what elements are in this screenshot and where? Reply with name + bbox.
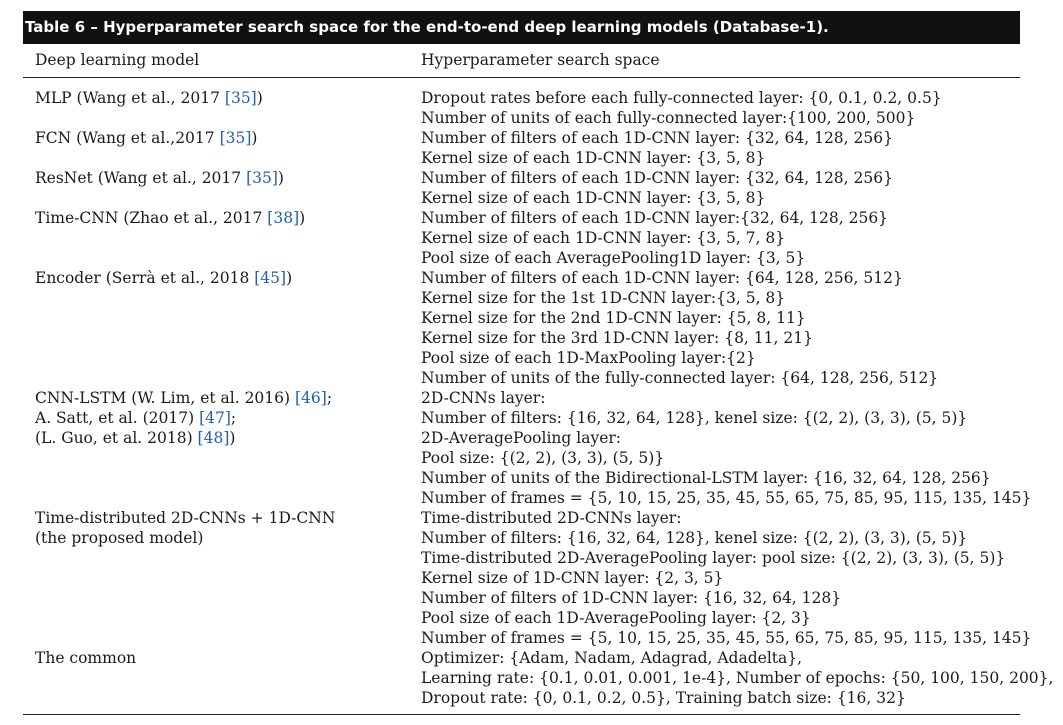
citation-link[interactable]: [48] <box>197 429 230 447</box>
search-space-line: Pool size: {(2, 2), (3, 3), (5, 5)} <box>421 449 665 467</box>
model-cell: ResNet (Wang et al., 2017 [35]) <box>35 168 415 188</box>
model-name: (the proposed model) <box>35 528 415 548</box>
search-space-line: Number of frames = {5, 10, 15, 25, 35, 4… <box>421 629 1032 647</box>
search-space-line: Number of filters of each 1D-CNN layer: … <box>421 169 893 187</box>
model-name: Time-CNN (Zhao et al., 2017 [38]) <box>35 208 415 228</box>
search-space-line: Number of filters: {16, 32, 64, 128}, ke… <box>421 409 968 427</box>
search-space-line: Number of frames = {5, 10, 15, 25, 35, 4… <box>421 489 1032 507</box>
table-row: FCN (Wang et al.,2017 [35]) Number of fil… <box>23 128 1020 168</box>
search-space-cell: Number of filters of each 1D-CNN layer:{… <box>421 208 1020 268</box>
model-name: A. Satt, et al. (2017) [47]; <box>35 408 415 428</box>
model-name: ResNet (Wang et al., 2017 [35]) <box>35 168 415 188</box>
search-space-line: Number of units of each fully-connected … <box>421 109 916 127</box>
search-space-line: Kernel size for the 2nd 1D-CNN layer: {5… <box>421 309 806 327</box>
model-cell: The common <box>35 648 415 668</box>
search-space-line: Kernel size for the 3rd 1D-CNN layer: {8… <box>421 329 813 347</box>
search-space-cell: Number of filters of each 1D-CNN layer: … <box>421 128 1020 168</box>
model-text-suffix: ) <box>256 89 263 107</box>
hyperparameter-table: Table 6 – Hyperparameter search space fo… <box>23 11 1054 715</box>
model-name: FCN (Wang et al.,2017 [35]) <box>35 128 415 148</box>
search-space-line: 2D-CNNs layer: <box>421 389 546 407</box>
search-space-line: Pool size of each AveragePooling1D layer… <box>421 249 806 267</box>
model-text-suffix: ) <box>299 209 306 227</box>
citation-link[interactable]: [35] <box>219 129 252 147</box>
model-text: FCN (Wang et al.,2017 <box>35 129 220 147</box>
search-space-cell: Time-distributed 2D-CNNs layer: Number of… <box>421 508 1032 648</box>
table-row: ResNet (Wang et al., 2017 [35]) Number of… <box>23 168 1020 208</box>
model-name: Encoder (Serrà et al., 2018 [45]) <box>35 268 415 288</box>
model-text: The common <box>35 649 137 667</box>
table-row: CNN-LSTM (W. Lim, et al. 2016) [46]; A. S… <box>23 388 1032 508</box>
model-name: (L. Guo, et al. 2018) [48]) <box>35 428 415 448</box>
table-row: Time-CNN (Zhao et al., 2017 [38]) Number … <box>23 208 1020 268</box>
model-text: Time-distributed 2D-CNNs + 1D-CNN <box>35 509 336 527</box>
citation-link[interactable]: [35] <box>246 169 278 187</box>
search-space-line: Kernel size for the 1st 1D-CNN layer:{3,… <box>421 289 786 307</box>
search-space-line: Kernel size of each 1D-CNN layer: {3, 5,… <box>421 189 766 207</box>
search-space-cell: Number of filters of each 1D-CNN layer: … <box>421 268 1020 388</box>
search-space-line: Kernel size of each 1D-CNN layer: {3, 5,… <box>421 149 766 167</box>
table-body: MLP (Wang et al., 2017 [35]) Dropout rate… <box>23 78 1054 715</box>
model-cell: Time-distributed 2D-CNNs + 1D-CNN (the pr… <box>35 508 415 548</box>
search-space-line: Number of filters of each 1D-CNN layer:{… <box>421 209 889 227</box>
search-space-line: Pool size of each 1D-MaxPooling layer:{2… <box>421 349 756 367</box>
search-space-line: Number of filters of each 1D-CNN layer: … <box>421 129 893 147</box>
search-space-line: Dropout rates before each fully-connecte… <box>421 89 942 107</box>
table-caption: Table 6 – Hyperparameter search space fo… <box>23 11 1020 44</box>
citation-link[interactable]: [35] <box>224 89 257 107</box>
model-text: Time-CNN (Zhao et al., 2017 <box>35 209 268 227</box>
search-space-line: Time-distributed 2D-CNNs layer: <box>421 509 682 527</box>
model-text-suffix: ) <box>277 169 284 187</box>
model-text-suffix: ) <box>229 429 236 447</box>
citation-link[interactable]: [46] <box>295 389 327 407</box>
search-space-cell: Dropout rates before each fully-connecte… <box>421 88 1020 128</box>
search-space-line: Pool size of each 1D-AveragePooling laye… <box>421 609 811 627</box>
search-space-line: Dropout rate: {0, 0.1, 0.2, 0.5}, Traini… <box>421 689 906 707</box>
model-name: The common <box>35 648 415 668</box>
model-cell: Time-CNN (Zhao et al., 2017 [38]) <box>35 208 415 228</box>
model-text-suffix: ; <box>230 409 237 427</box>
search-space-line: Number of filters of each 1D-CNN layer: … <box>421 269 903 287</box>
model-text: (the proposed model) <box>35 529 204 547</box>
model-text: (L. Guo, et al. 2018) <box>35 429 198 447</box>
search-space-line: Time-distributed 2D-AveragePooling layer… <box>421 549 1006 567</box>
search-space-line: Optimizer: {Adam, Nadam, Adagrad, Adadel… <box>421 649 803 667</box>
model-cell: FCN (Wang et al.,2017 [35]) <box>35 128 415 148</box>
search-space-line: Number of units of the fully-connected l… <box>421 369 939 387</box>
table-row: Time-distributed 2D-CNNs + 1D-CNN (the pr… <box>23 508 1032 648</box>
table-row: Encoder (Serrà et al., 2018 [45]) Number … <box>23 268 1020 388</box>
citation-link[interactable]: [47] <box>199 409 231 427</box>
table-row: The common Optimizer: {Adam, Nadam, Adagr… <box>23 648 1054 708</box>
model-text-suffix: ; <box>326 389 333 407</box>
model-text: Encoder (Serrà et al., 2018 <box>35 269 255 287</box>
citation-link[interactable]: [38] <box>267 209 300 227</box>
search-space-line: Kernel size of 1D-CNN layer: {2, 3, 5} <box>421 569 724 587</box>
model-cell: Encoder (Serrà et al., 2018 [45]) <box>35 268 415 288</box>
model-name: Time-distributed 2D-CNNs + 1D-CNN <box>35 508 415 528</box>
search-space-line: Number of units of the Bidirectional-LST… <box>421 469 991 487</box>
model-cell: CNN-LSTM (W. Lim, et al. 2016) [46]; A. S… <box>35 388 415 448</box>
search-space-line: Number of filters: {16, 32, 64, 128}, ke… <box>421 529 968 547</box>
model-name: CNN-LSTM (W. Lim, et al. 2016) [46]; <box>35 388 415 408</box>
table-header: Deep learning model Hyperparameter searc… <box>23 44 1020 78</box>
search-space-line: Learning rate: {0.1, 0.01, 0.001, 1e-4},… <box>421 669 1054 687</box>
model-text: A. Satt, et al. (2017) <box>35 409 200 427</box>
search-space-line: Number of filters of 1D-CNN layer: {16, … <box>421 589 842 607</box>
model-name: MLP (Wang et al., 2017 [35]) <box>35 88 415 108</box>
model-text-suffix: ) <box>286 269 293 287</box>
header-model: Deep learning model <box>35 51 200 69</box>
model-text: CNN-LSTM (W. Lim, et al. 2016) <box>35 389 295 407</box>
model-text: ResNet (Wang et al., 2017 <box>35 169 247 187</box>
search-space-cell: Optimizer: {Adam, Nadam, Adagrad, Adadel… <box>421 648 1054 708</box>
table-row: MLP (Wang et al., 2017 [35]) Dropout rate… <box>23 88 1020 128</box>
header-search-space: Hyperparameter search space <box>421 51 660 69</box>
search-space-line: Kernel size of each 1D-CNN layer: {3, 5,… <box>421 229 786 247</box>
model-text-suffix: ) <box>251 129 258 147</box>
citation-link[interactable]: [45] <box>254 269 287 287</box>
model-text: MLP (Wang et al., 2017 <box>35 89 225 107</box>
search-space-cell: 2D-CNNs layer: Number of filters: {16, 32… <box>421 388 1032 508</box>
search-space-cell: Number of filters of each 1D-CNN layer: … <box>421 168 1020 208</box>
model-cell: MLP (Wang et al., 2017 [35]) <box>35 88 415 108</box>
search-space-line: 2D-AveragePooling layer: <box>421 429 622 447</box>
